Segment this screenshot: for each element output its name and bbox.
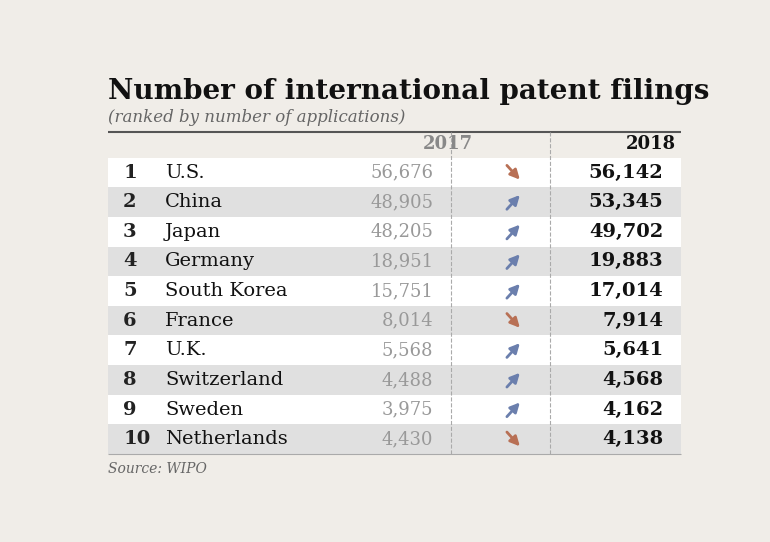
Text: 4,138: 4,138 [602, 430, 663, 448]
Text: 8: 8 [123, 371, 136, 389]
Text: 3: 3 [123, 223, 137, 241]
Text: Netherlands: Netherlands [165, 430, 288, 448]
Bar [108, 158, 681, 188]
Text: 17,014: 17,014 [588, 282, 663, 300]
Text: U.K.: U.K. [165, 341, 206, 359]
Text: 2018: 2018 [626, 135, 676, 153]
Text: 4,488: 4,488 [382, 371, 434, 389]
Text: 19,883: 19,883 [588, 253, 663, 270]
Text: 48,205: 48,205 [370, 223, 434, 241]
Text: 7: 7 [123, 341, 136, 359]
Text: 48,905: 48,905 [370, 193, 434, 211]
Text: Source: WIPO: Source: WIPO [108, 462, 207, 476]
Text: 1: 1 [123, 164, 137, 182]
Text: Sweden: Sweden [165, 401, 243, 418]
Text: 10: 10 [123, 430, 150, 448]
Text: 3,975: 3,975 [382, 401, 434, 418]
Text: 6: 6 [123, 312, 137, 330]
Text: 4,568: 4,568 [602, 371, 663, 389]
Text: 2: 2 [123, 193, 136, 211]
Text: 5,568: 5,568 [382, 341, 434, 359]
Text: 5: 5 [123, 282, 137, 300]
Text: 15,751: 15,751 [370, 282, 434, 300]
Text: Germany: Germany [165, 253, 255, 270]
Text: 9: 9 [123, 401, 136, 418]
Text: 4,430: 4,430 [382, 430, 434, 448]
Text: 18,951: 18,951 [370, 253, 434, 270]
Text: China: China [165, 193, 223, 211]
Bar [108, 247, 681, 276]
Text: Japan: Japan [165, 223, 221, 241]
Bar [108, 365, 681, 395]
Bar [108, 217, 681, 247]
Text: 49,702: 49,702 [589, 223, 663, 241]
Text: 7,914: 7,914 [602, 312, 663, 330]
Bar [108, 306, 681, 335]
Bar [108, 335, 681, 365]
Bar [108, 424, 681, 454]
Text: 5,641: 5,641 [602, 341, 663, 359]
Text: 2017: 2017 [424, 135, 474, 153]
Text: France: France [165, 312, 234, 330]
Text: U.S.: U.S. [165, 164, 205, 182]
Text: South Korea: South Korea [165, 282, 287, 300]
Text: 8,014: 8,014 [382, 312, 434, 330]
Bar [108, 188, 681, 217]
Text: (ranked by number of applications): (ranked by number of applications) [108, 109, 406, 126]
Bar [108, 276, 681, 306]
Text: Number of international patent filings: Number of international patent filings [108, 78, 710, 105]
Bar [108, 395, 681, 424]
Text: 53,345: 53,345 [588, 193, 663, 211]
Text: 4: 4 [123, 253, 136, 270]
Text: 56,142: 56,142 [588, 164, 663, 182]
Text: 56,676: 56,676 [370, 164, 434, 182]
Text: Switzerland: Switzerland [165, 371, 283, 389]
Text: 4,162: 4,162 [602, 401, 663, 418]
